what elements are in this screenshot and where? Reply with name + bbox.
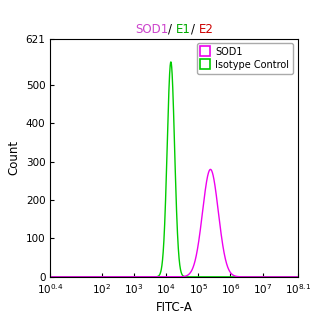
X-axis label: FITC-A: FITC-A — [156, 301, 192, 314]
Text: SOD1: SOD1 — [135, 22, 168, 36]
Y-axis label: Count: Count — [7, 140, 20, 175]
Legend: SOD1, Isotype Control: SOD1, Isotype Control — [197, 43, 293, 74]
Text: /: / — [168, 22, 176, 36]
Text: E1: E1 — [176, 22, 191, 36]
Text: E2: E2 — [198, 22, 213, 36]
Text: /: / — [191, 22, 198, 36]
